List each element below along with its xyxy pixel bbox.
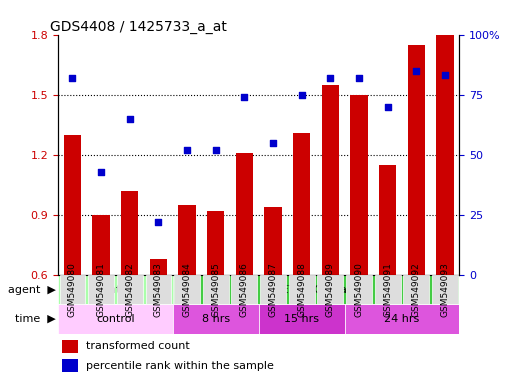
FancyBboxPatch shape [260,275,286,304]
FancyBboxPatch shape [317,275,343,304]
Bar [351,94,367,384]
FancyBboxPatch shape [58,275,173,304]
Text: transformed count: transformed count [86,341,190,351]
Text: GSM549080: GSM549080 [68,262,77,317]
Bar [64,135,81,384]
Text: percentile rank within the sample: percentile rank within the sample [86,361,274,371]
FancyBboxPatch shape [146,275,171,304]
Text: 8 hrs: 8 hrs [202,314,230,324]
Text: GSM549086: GSM549086 [240,262,249,317]
FancyBboxPatch shape [231,275,257,304]
Bar [62,340,78,353]
Point [126,116,134,122]
Text: GSM549090: GSM549090 [354,262,364,317]
Point [412,68,421,74]
Bar [293,133,310,384]
FancyBboxPatch shape [375,275,401,304]
Bar [322,84,339,384]
Bar [379,165,397,384]
FancyBboxPatch shape [117,275,143,304]
Text: GSM549087: GSM549087 [269,262,278,317]
Text: GSM549084: GSM549084 [183,262,192,317]
FancyBboxPatch shape [58,304,173,334]
Bar [62,359,78,372]
Text: GSM549093: GSM549093 [440,262,449,317]
Text: GDS4408 / 1425733_a_at: GDS4408 / 1425733_a_at [50,20,227,33]
FancyBboxPatch shape [173,275,459,304]
FancyBboxPatch shape [403,275,429,304]
Point [441,72,449,78]
Point [183,147,191,153]
Text: GSM549091: GSM549091 [383,262,392,317]
Text: DETA-NONOate: DETA-NONOate [274,285,359,295]
Text: control: control [96,285,135,295]
Bar [150,259,167,384]
FancyBboxPatch shape [174,275,200,304]
Bar [437,35,454,384]
Text: GSM549089: GSM549089 [326,262,335,317]
Text: GSM549092: GSM549092 [412,262,421,317]
FancyBboxPatch shape [259,304,345,334]
FancyBboxPatch shape [60,275,86,304]
Point [383,104,392,110]
Text: GSM549083: GSM549083 [154,262,163,317]
Point [97,169,105,175]
Text: GSM549081: GSM549081 [97,262,106,317]
FancyBboxPatch shape [345,304,459,334]
Point [269,140,277,146]
Text: GSM549088: GSM549088 [297,262,306,317]
Point [212,147,220,153]
Bar [121,191,138,384]
FancyBboxPatch shape [88,275,114,304]
Point [326,75,335,81]
Bar [178,205,196,384]
Text: 15 hrs: 15 hrs [284,314,319,324]
Text: GSM549085: GSM549085 [211,262,220,317]
Text: 24 hrs: 24 hrs [384,314,420,324]
Point [355,75,363,81]
Point [68,75,77,81]
Text: time  ▶: time ▶ [15,314,55,324]
Bar [236,153,253,384]
FancyBboxPatch shape [432,275,458,304]
FancyBboxPatch shape [203,275,229,304]
Bar [408,45,425,384]
Text: agent  ▶: agent ▶ [7,285,55,295]
Bar [207,211,224,384]
FancyBboxPatch shape [289,275,315,304]
Bar [92,215,110,384]
Point [297,91,306,98]
Point [154,219,163,225]
FancyBboxPatch shape [346,275,372,304]
Point [240,94,249,100]
FancyBboxPatch shape [173,304,259,334]
Text: GSM549082: GSM549082 [125,262,134,317]
Bar [265,207,281,384]
Text: control: control [96,314,135,324]
